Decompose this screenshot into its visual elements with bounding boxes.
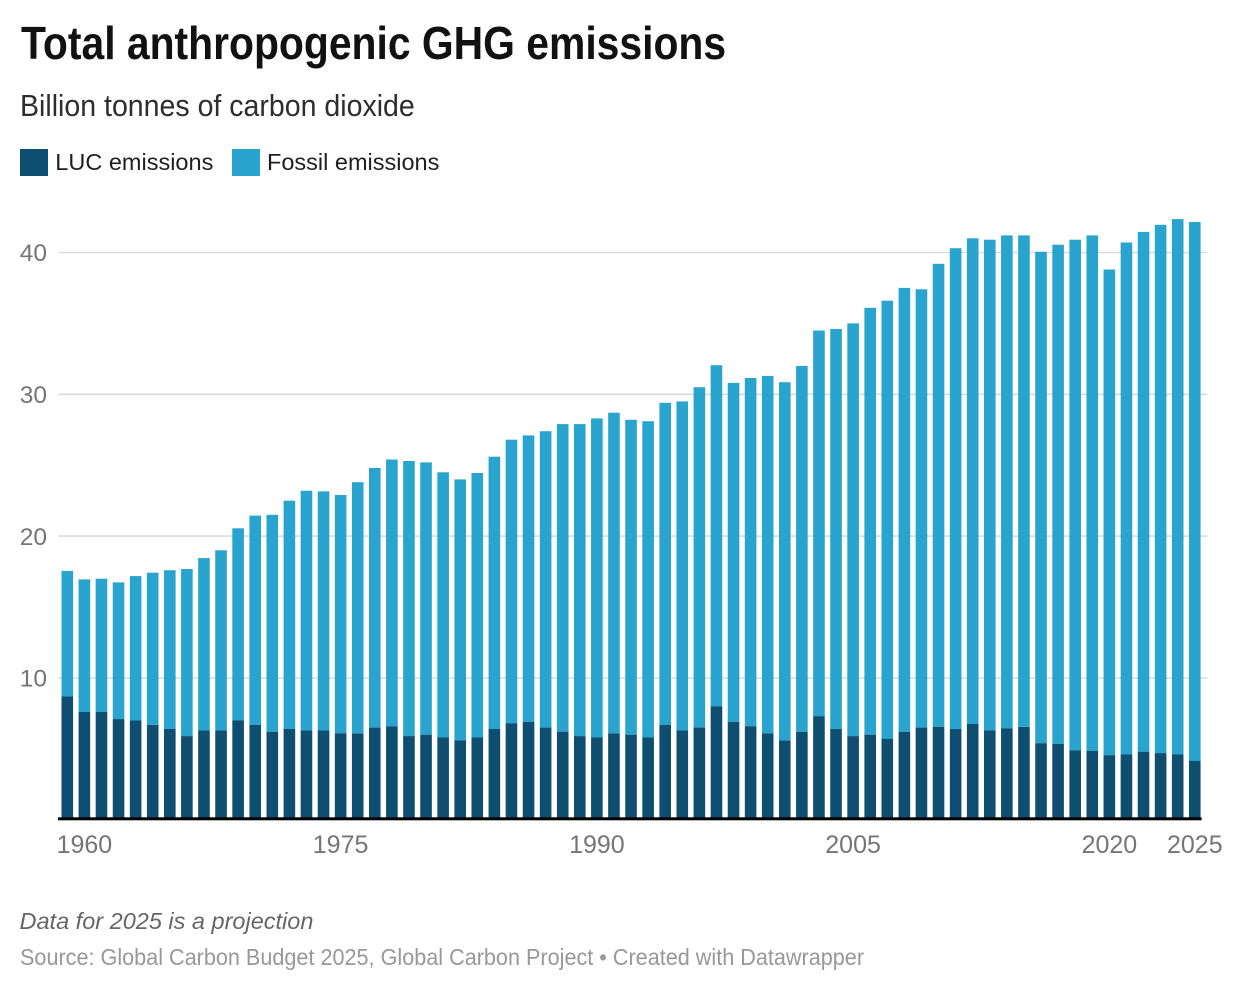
svg-text:2005: 2005 bbox=[825, 831, 881, 859]
svg-text:1960: 1960 bbox=[57, 831, 113, 859]
svg-text:1975: 1975 bbox=[313, 831, 369, 859]
svg-text:30: 30 bbox=[20, 382, 47, 409]
svg-text:2020: 2020 bbox=[1082, 831, 1138, 859]
svg-text:1990: 1990 bbox=[569, 831, 625, 859]
svg-text:40: 40 bbox=[20, 240, 47, 267]
svg-text:10: 10 bbox=[20, 666, 47, 693]
svg-text:20: 20 bbox=[20, 524, 47, 551]
svg-text:2025: 2025 bbox=[1167, 831, 1223, 859]
